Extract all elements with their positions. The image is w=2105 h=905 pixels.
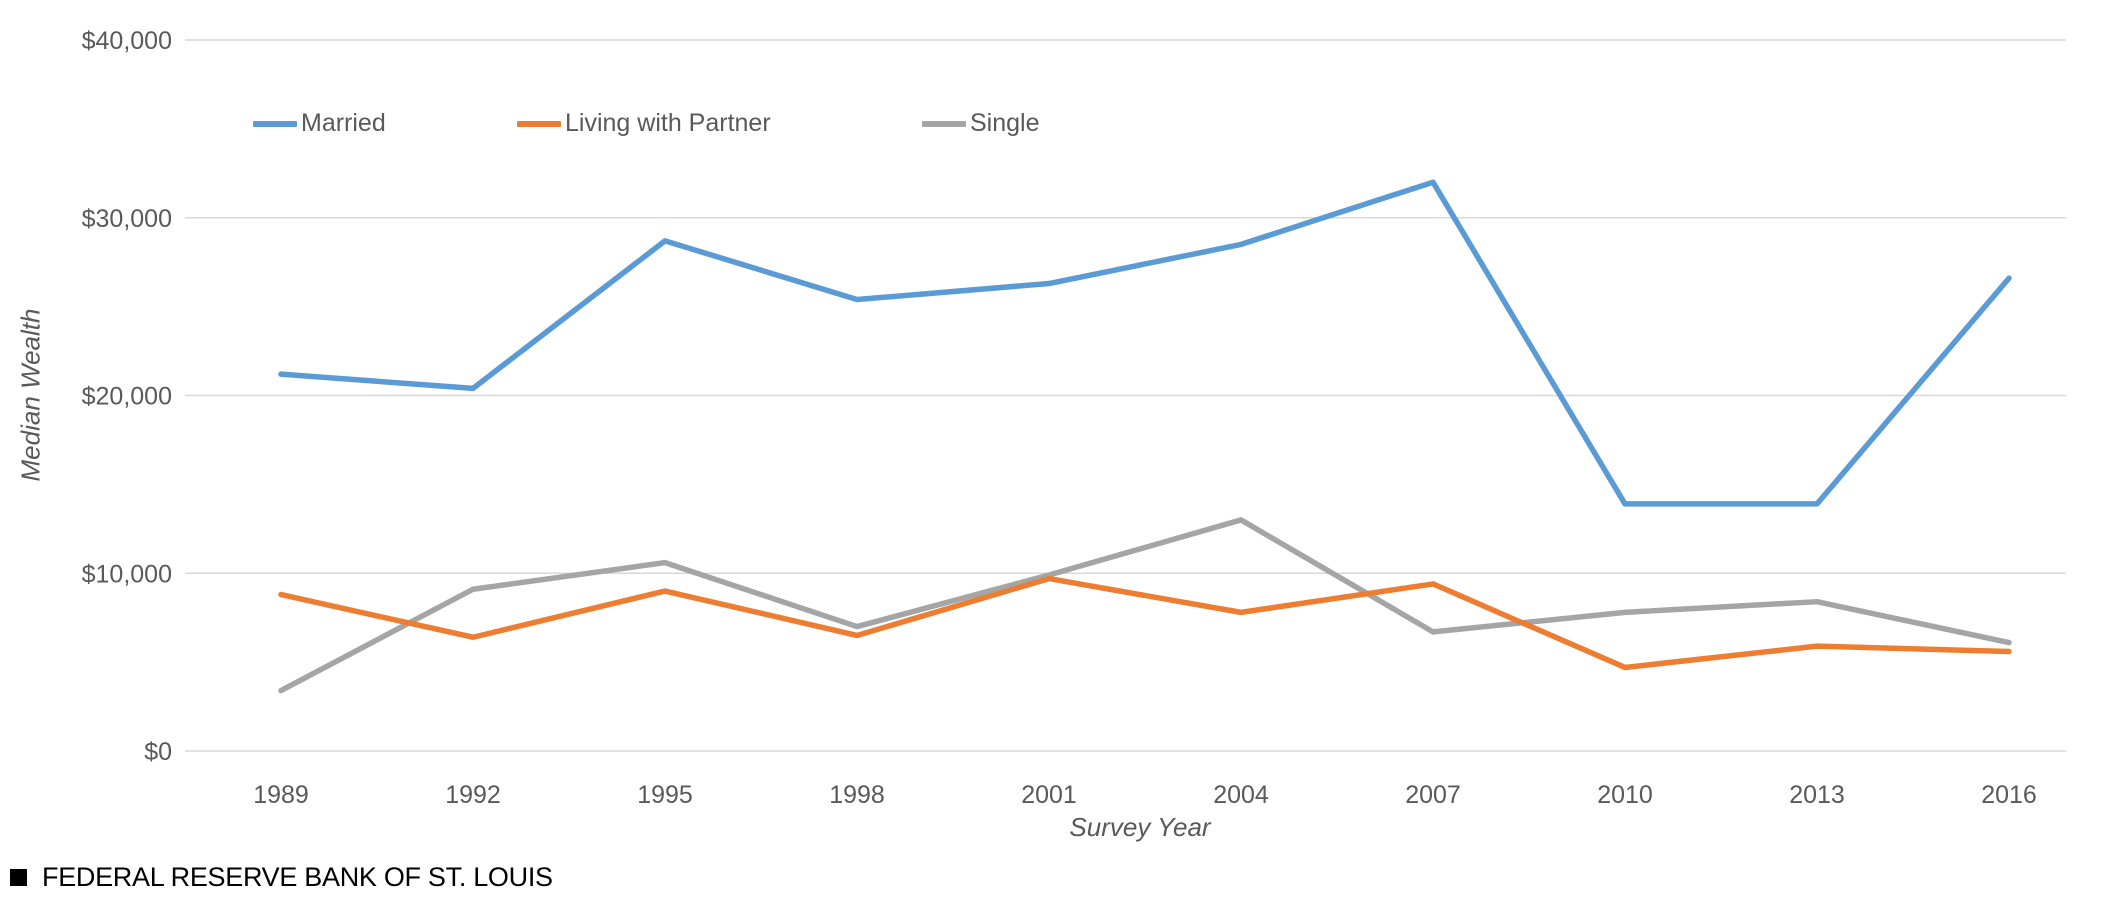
footer-square-icon (10, 869, 27, 886)
y-tick-label: $10,000 (82, 560, 172, 588)
y-tick-label: $0 (144, 738, 172, 766)
x-axis-title: Survey Year (1069, 812, 1211, 842)
footer: FEDERAL RESERVE BANK OF ST. LOUIS (10, 862, 553, 893)
x-tick-label: 2004 (1213, 781, 1269, 809)
x-tick-label: 2007 (1405, 781, 1461, 809)
x-tick-label: 2016 (1981, 781, 2037, 809)
y-tick-label: $30,000 (82, 205, 172, 233)
x-tick-label: 1989 (253, 781, 309, 809)
legend-line-swatch (922, 120, 966, 127)
legend-item[interactable]: Married (253, 109, 386, 138)
series-line-living-with-partner (278, 575, 2012, 671)
series-line-married (278, 179, 2012, 507)
y-axis-title: Median Wealth (15, 308, 46, 482)
x-tick-label: 2013 (1789, 781, 1845, 809)
series-line-single (278, 517, 2012, 694)
x-tick-label: 1992 (445, 781, 501, 809)
x-tick-label: 1995 (637, 781, 693, 809)
legend-label: Single (970, 109, 1040, 137)
legend-label: Married (301, 109, 386, 137)
x-tick-label: 2001 (1021, 781, 1077, 809)
legend-label: Living with Partner (565, 109, 771, 137)
legend-item[interactable]: Living with Partner (517, 109, 771, 138)
footer-text: FEDERAL RESERVE BANK OF ST. LOUIS (42, 862, 553, 892)
legend-line-swatch (517, 120, 561, 127)
legend-line-swatch (253, 120, 297, 127)
legend-item[interactable]: Single (922, 109, 1040, 138)
x-tick-label: 2010 (1597, 781, 1653, 809)
x-tick-label: 1998 (829, 781, 885, 809)
y-tick-label: $20,000 (82, 383, 172, 411)
y-tick-label: $40,000 (82, 27, 172, 55)
